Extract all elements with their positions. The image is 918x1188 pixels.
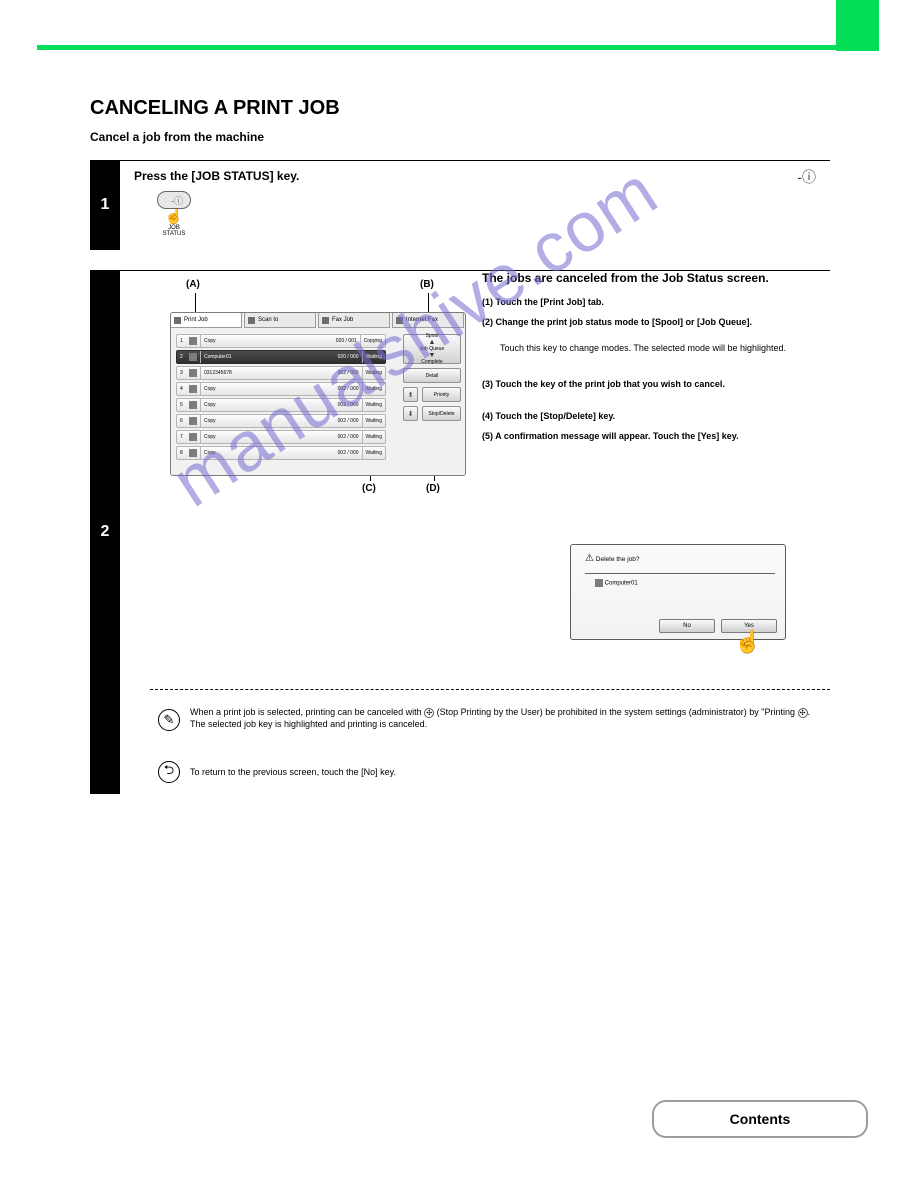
- gear-icon-a: ✣: [424, 708, 434, 718]
- step-1-body: Press the [JOB STATUS] key. -ⓘ ☝ JOB STA…: [120, 160, 830, 250]
- scan-icon: [248, 317, 255, 324]
- tab-strip: Print Job Scan to Fax Job Internet Fax: [170, 312, 466, 328]
- tab-fax-job[interactable]: Fax Job: [318, 312, 390, 328]
- pencil-note-icon: ✎: [158, 709, 180, 731]
- sub-step-3: (3) Touch the key of the print job that …: [482, 379, 822, 391]
- page-title: CANCELING A PRINT JOB: [90, 97, 340, 120]
- job-row[interactable]: 30312345678002 / 000Waiting: [176, 366, 386, 380]
- step-1-title: Press the [JOB STATUS] key.: [134, 169, 816, 183]
- copy-icon: [189, 337, 197, 345]
- contents-button[interactable]: Contents: [652, 1100, 868, 1138]
- pc-icon: [189, 353, 197, 361]
- job-row[interactable]: 5Copy002 / 000Waiting: [176, 398, 386, 412]
- copy-icon: [189, 417, 197, 425]
- page-subtitle: Cancel a job from the machine: [90, 130, 264, 144]
- dialog-message: ⚠ Delete the job?: [585, 553, 775, 564]
- sub-step-4: (4) Touch the [Stop/Delete] key.: [482, 411, 615, 423]
- label-A: (A): [186, 279, 200, 290]
- up-arrow-button[interactable]: ⬆: [403, 387, 418, 402]
- sub-step-2-body: Touch this key to change modes. The sele…: [500, 343, 820, 355]
- job-row[interactable]: 2Computer01020 / 000Waiting: [176, 350, 386, 364]
- job-row[interactable]: 4Copy002 / 000Waiting: [176, 382, 386, 396]
- sub-step-5: (5) A confirmation message will appear. …: [482, 431, 822, 443]
- label-D: (D): [426, 483, 440, 494]
- sub-step-1: (1) Touch the [Print Job] tab.: [482, 297, 604, 309]
- job-status-screen: Print Job Scan to Fax Job Internet Fax 1…: [170, 312, 466, 476]
- job-row[interactable]: 8Copy002 / 000Waiting: [176, 446, 386, 460]
- step-2-body: (A) (B) (C) (D) Print Job Scan to Fax Jo…: [120, 270, 830, 794]
- note-2-text: To return to the previous screen, touch …: [190, 767, 830, 779]
- gear-icon-b: ✣: [798, 708, 808, 718]
- side-buttons: Spool ▲ Job Queue ▼ Complete Detail ⬆ Pr…: [403, 334, 461, 421]
- step-1: 1 Press the [JOB STATUS] key. -ⓘ ☝ JOB S…: [90, 160, 830, 250]
- tab-internet-fax[interactable]: Internet Fax: [392, 312, 464, 328]
- copy-icon: [189, 449, 197, 457]
- job-row[interactable]: 7Copy002 / 000Waiting: [176, 430, 386, 444]
- job-row[interactable]: 1Copy020 / 001Copying: [176, 334, 386, 348]
- fax-row-icon: [189, 369, 197, 377]
- fax-icon: [322, 317, 329, 324]
- copy-icon: [189, 433, 197, 441]
- step-2-heading: The jobs are canceled from the Job Statu…: [482, 271, 769, 285]
- page-rule: [37, 45, 877, 50]
- tab-scan-to[interactable]: Scan to: [244, 312, 316, 328]
- pc-icon: [595, 579, 603, 587]
- down-arrow-button[interactable]: ⬇: [403, 406, 418, 421]
- note-1-text: When a print job is selected, printing c…: [190, 707, 830, 730]
- step-1-number: 1: [90, 160, 120, 250]
- dialog-no-button[interactable]: No: [659, 619, 715, 633]
- copy-icon: [189, 385, 197, 393]
- sub-step-2: (2) Change the print job status mode to …: [482, 317, 822, 329]
- stop-delete-button[interactable]: Stop/Delete: [422, 406, 461, 421]
- print-icon: [174, 317, 181, 324]
- dialog-jobname: Computer01: [595, 579, 638, 587]
- label-C: (C): [362, 483, 376, 494]
- step-2: 2 (A) (B) (C) (D) Print Job Scan to Fax …: [90, 270, 830, 794]
- confirm-dialog: ⚠ Delete the job? Computer01 No Yes: [570, 544, 786, 640]
- label-B: (B): [420, 279, 434, 290]
- page-number: 29: [49, 3, 62, 17]
- job-row[interactable]: 6Copy002 / 000Waiting: [176, 414, 386, 428]
- job-list: 1Copy020 / 001Copying 2Computer01020 / 0…: [176, 334, 386, 462]
- header-notch: [836, 0, 879, 51]
- priority-button[interactable]: Priority: [422, 387, 461, 402]
- detail-button[interactable]: Detail: [403, 368, 461, 383]
- back-note-icon: ⮌: [158, 761, 180, 783]
- info-icon: -ⓘ: [797, 167, 816, 187]
- dialog-yes-button[interactable]: Yes: [721, 619, 777, 633]
- spool-jobqueue-complete-button[interactable]: Spool ▲ Job Queue ▼ Complete: [403, 334, 461, 364]
- step-2-number: 2: [90, 270, 120, 794]
- ifax-icon: [396, 317, 403, 324]
- dialog-separator: [585, 573, 775, 574]
- job-status-key-icon: -ⓘ ☝ JOB STATUS: [157, 191, 191, 221]
- tab-print-job[interactable]: Print Job: [170, 312, 242, 328]
- copy-icon: [189, 401, 197, 409]
